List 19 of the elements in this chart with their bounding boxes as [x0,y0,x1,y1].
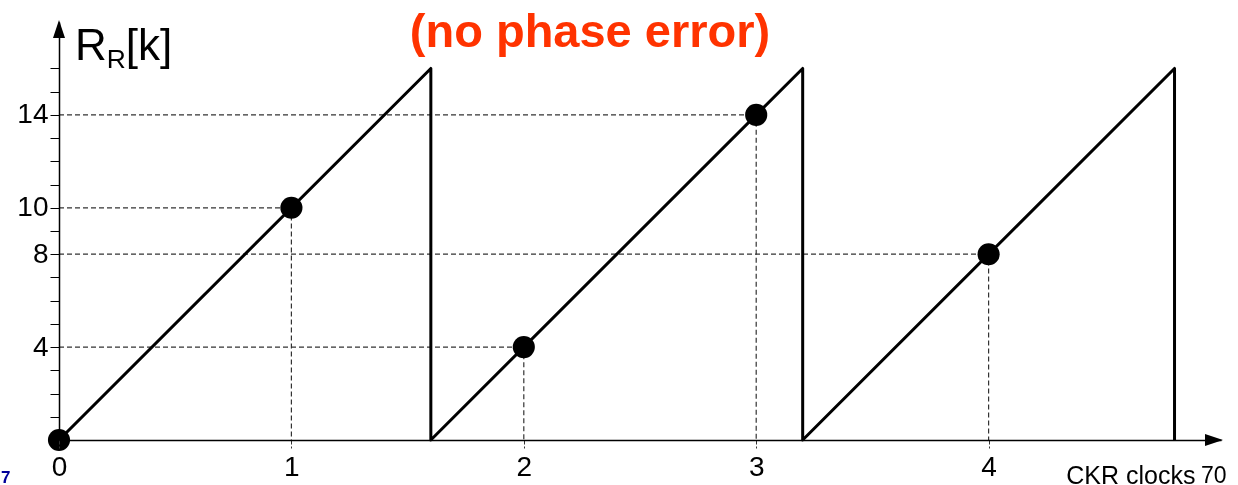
x-tick-label: 1 [284,450,300,482]
y-tick-label: 10 [17,191,49,223]
y-tick-label: 14 [17,98,49,130]
point [977,243,1000,266]
point [512,336,535,359]
point [745,103,768,126]
x-axis-title: CKR clocks [1066,460,1196,485]
chart-title: (no phase error) [409,4,771,57]
x-tick-label: 2 [516,450,533,482]
text: 70 [1201,462,1227,485]
text: 7 [1,468,11,485]
x-tick-label: 4 [981,450,997,482]
x-tick-label: 3 [748,450,765,482]
y-tick-label: 4 [32,330,49,362]
y-tick-label: 8 [32,237,49,269]
y-axis-title: R$_{R}$[k] [75,20,173,74]
x-tick-label: 0 [51,450,68,482]
point [280,196,303,219]
point [47,428,71,452]
